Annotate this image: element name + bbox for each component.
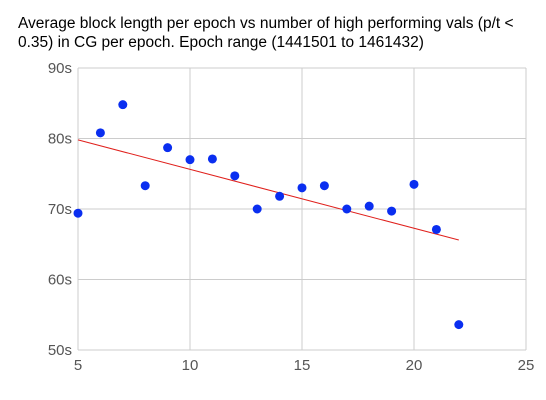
chart-title: Average block length per epoch vs number… [18, 15, 514, 51]
data-point [297, 183, 307, 193]
x-tick-label: 20 [406, 357, 423, 374]
trendline [77, 139, 459, 241]
data-point [364, 201, 374, 211]
tick-labels: 50s 60s 70s 80s 90s 5 10 15 20 25 [48, 60, 535, 374]
data-point [431, 224, 441, 234]
data-point [185, 155, 195, 165]
data-point [207, 154, 217, 164]
data-point [319, 181, 329, 191]
data-point [230, 171, 240, 181]
data-point [409, 179, 419, 189]
y-tick-label: 60s [48, 272, 72, 289]
x-tick-label: 10 [182, 357, 199, 374]
y-tick-label: 90s [48, 60, 72, 77]
data-point [252, 204, 262, 214]
data-points [73, 100, 464, 330]
trendline-group [77, 139, 459, 241]
data-point [342, 204, 352, 214]
y-tick-label: 80s [48, 131, 72, 148]
y-tick-label: 70s [48, 201, 72, 218]
data-point [140, 181, 150, 191]
data-point [163, 143, 173, 153]
grid [77, 67, 527, 351]
data-point [387, 206, 397, 216]
data-point [118, 100, 128, 110]
y-tick-label: 50s [48, 342, 72, 359]
x-tick-label: 15 [294, 357, 311, 374]
data-point [275, 191, 285, 201]
data-point [454, 320, 464, 330]
data-point [95, 128, 105, 138]
x-tick-label: 5 [74, 357, 82, 374]
x-tick-label: 25 [518, 357, 535, 374]
data-point [73, 208, 83, 218]
